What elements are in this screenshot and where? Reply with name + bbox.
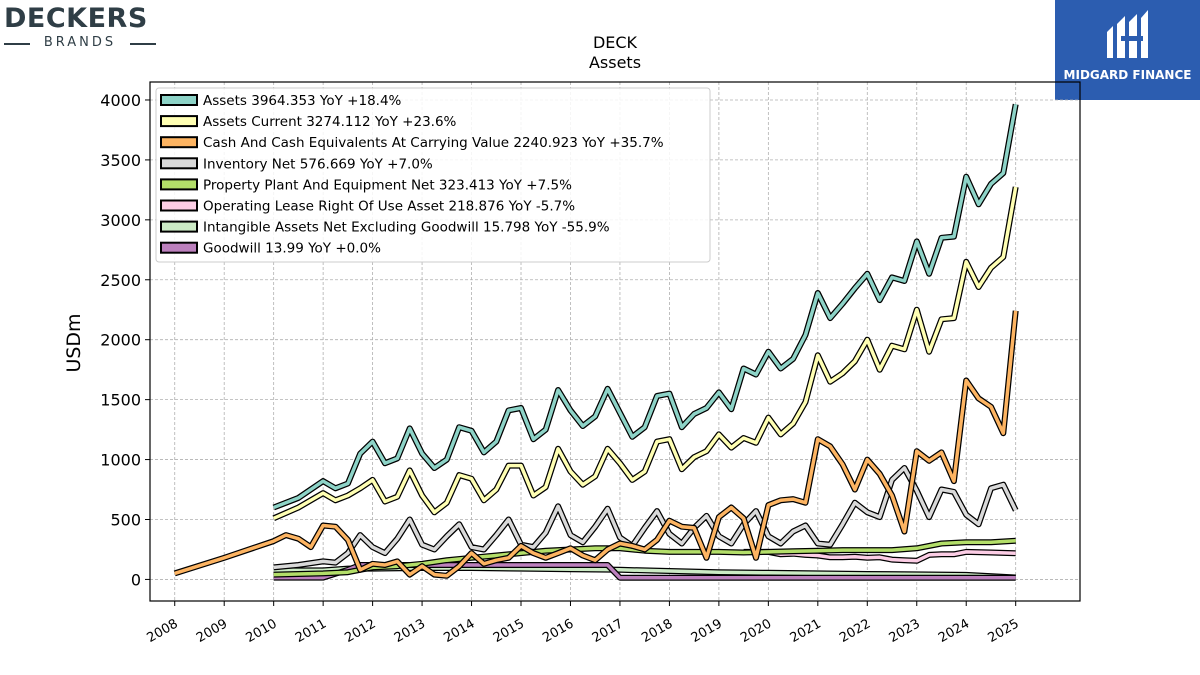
deckers-logo: DECKERS BRANDS (4, 4, 160, 52)
x-tick-label: 2017 (590, 616, 626, 646)
legend-label: Cash And Cash Equivalents At Carrying Va… (203, 135, 664, 151)
legend-box (155, 87, 711, 263)
midgard-emblem-icon (1107, 10, 1148, 58)
y-tick-label: 0 (131, 570, 141, 589)
series-lines (173, 103, 1019, 581)
x-tick-label: 2011 (293, 616, 329, 646)
legend-swatch (160, 199, 198, 212)
x-tick-label: 2016 (540, 616, 576, 646)
chart-subtitle: Assets (589, 53, 641, 72)
x-tick-label: 2020 (738, 616, 774, 646)
legend-label: Inventory Net 576.669 YoY +7.0% (203, 156, 433, 172)
legend-label: Assets Current 3274.112 YoY +23.6% (203, 114, 457, 130)
y-axis-label: USDm (63, 313, 85, 372)
x-tick-label: 2025 (986, 616, 1022, 646)
y-tick-label: 3000 (100, 211, 141, 230)
x-tick-label: 2018 (639, 616, 675, 646)
legend-swatch (160, 241, 198, 254)
x-tick-label: 2023 (887, 616, 923, 646)
legend-swatch (160, 157, 198, 170)
x-tick-label: 2015 (491, 616, 527, 646)
x-tick-label: 2022 (837, 616, 873, 646)
x-tick-label: 2009 (194, 616, 230, 646)
x-tick-label: 2013 (392, 616, 428, 646)
legend: Assets 3964.353 YoY +18.4% Assets Current… (155, 87, 711, 263)
x-tick-label: 2014 (441, 616, 477, 646)
series-line (273, 103, 1018, 510)
x-tick-label: 2012 (342, 616, 378, 646)
legend-label: Intangible Assets Net Excluding Goodwill… (203, 220, 610, 236)
y-tick-label: 3500 (100, 151, 141, 170)
chart-title: DECK (593, 33, 638, 52)
legend-label: Operating Lease Right Of Use Asset 218.8… (203, 199, 575, 215)
x-tick-label: 2024 (936, 616, 972, 646)
legend-swatch (160, 94, 198, 106)
y-tick-label: 500 (110, 510, 141, 529)
y-tick-label: 2500 (100, 271, 141, 290)
series-line (273, 466, 1018, 570)
deckers-logo-sub: BRANDS (43, 35, 117, 50)
y-tick-label: 2000 (100, 331, 141, 350)
legend-swatch (160, 136, 198, 149)
y-tick-label: 4000 (100, 91, 141, 110)
midgard-finance-name: MIDGARD FINANCE (1063, 68, 1192, 82)
logo-rule-right (130, 43, 156, 45)
legend-label: Goodwill 13.99 YoY +0.0% (203, 241, 381, 257)
series-line (272, 186, 1018, 520)
series-line (273, 538, 1016, 577)
logo-rule-left (4, 43, 30, 45)
legend-swatch (160, 220, 198, 233)
legend-label: Property Plant And Equipment Net 323.413… (203, 177, 572, 193)
y-tick-label: 1000 (100, 451, 141, 470)
legend-label: Assets 3964.353 YoY +18.4% (203, 93, 402, 109)
legend-swatch (160, 115, 198, 128)
plot-frame (149, 81, 1081, 602)
x-tick-label: 2008 (145, 616, 181, 646)
x-tick-label: 2019 (689, 616, 725, 646)
x-tick-label: 2021 (788, 616, 824, 646)
midgard-finance-logo: MIDGARD FINANCE (1055, 0, 1200, 100)
y-tick-label: 1500 (100, 391, 141, 410)
deckers-logo-subline: BRANDS (4, 35, 156, 51)
x-tick-label: 2010 (244, 616, 280, 646)
legend-swatch (160, 178, 198, 191)
deckers-logo-name: DECKERS (4, 3, 148, 34)
series-line (174, 310, 1018, 578)
